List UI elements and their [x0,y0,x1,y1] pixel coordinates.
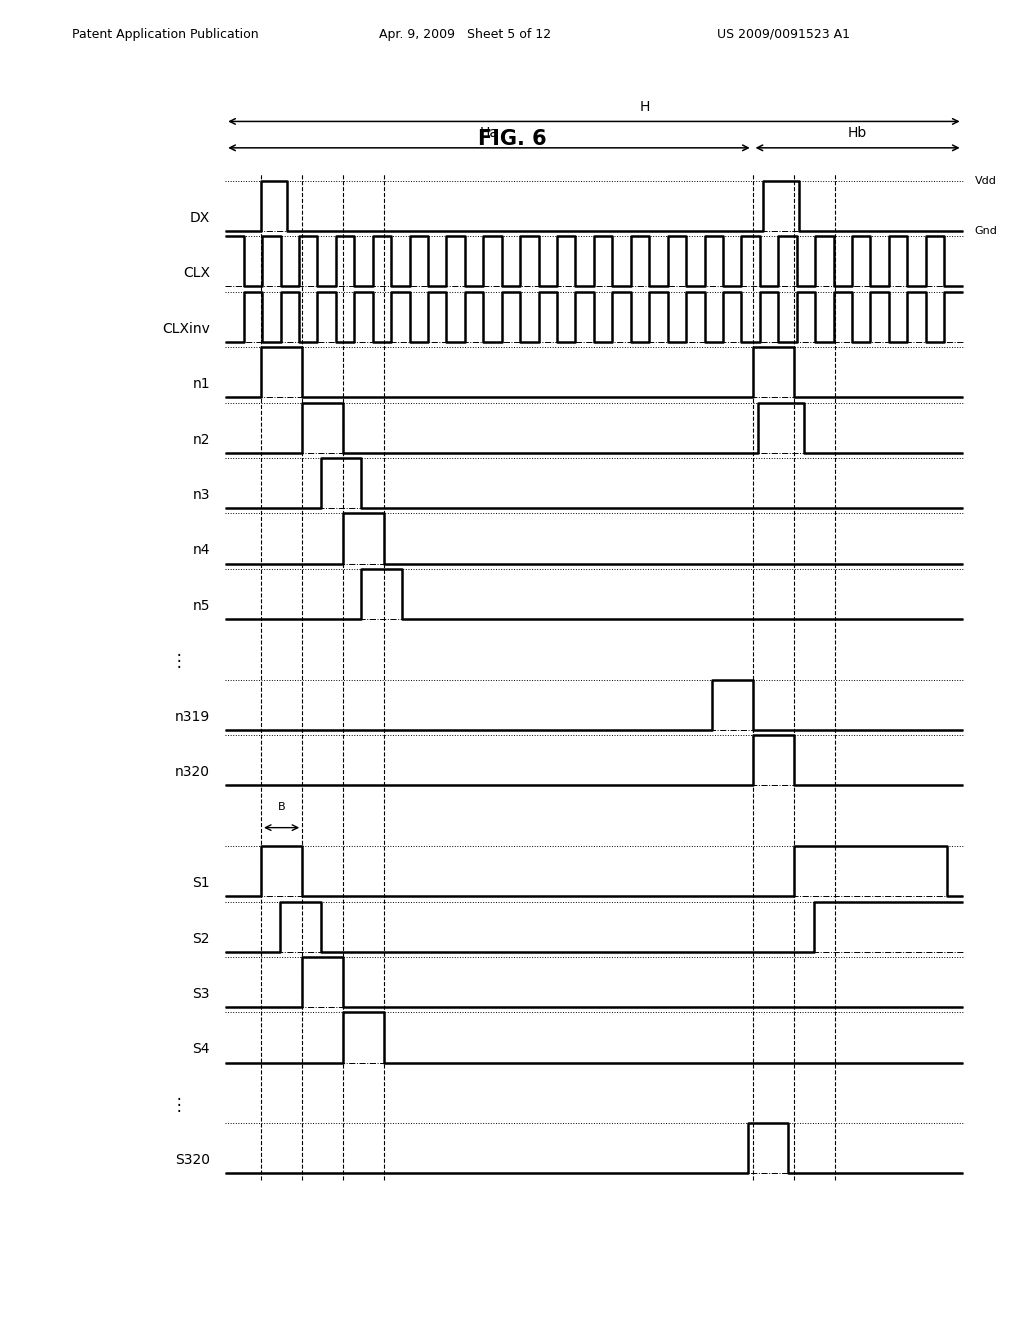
Text: Vdd: Vdd [975,176,996,186]
Text: n320: n320 [175,766,210,779]
Text: n2: n2 [193,433,210,446]
Text: S1: S1 [193,876,210,890]
Text: n319: n319 [175,710,210,723]
Text: CLX: CLX [183,267,210,280]
Text: n3: n3 [193,488,210,502]
Text: B: B [278,801,286,812]
Text: S2: S2 [193,932,210,945]
Text: Hb: Hb [848,125,867,140]
Text: ⋮: ⋮ [171,652,187,671]
Text: n1: n1 [193,378,210,391]
Text: n5: n5 [193,599,210,612]
Text: CLXinv: CLXinv [162,322,210,335]
Text: FIG. 6: FIG. 6 [477,128,547,149]
Text: Patent Application Publication: Patent Application Publication [72,28,258,41]
Text: ⋮: ⋮ [171,1096,187,1114]
Text: S3: S3 [193,987,210,1001]
Text: Apr. 9, 2009   Sheet 5 of 12: Apr. 9, 2009 Sheet 5 of 12 [379,28,551,41]
Text: H: H [640,99,650,114]
Text: US 2009/0091523 A1: US 2009/0091523 A1 [717,28,850,41]
Text: DX: DX [189,211,210,224]
Text: Gnd: Gnd [975,226,997,236]
Text: n4: n4 [193,544,210,557]
Text: Ha: Ha [479,125,499,140]
Text: S320: S320 [175,1154,210,1167]
Text: S4: S4 [193,1043,210,1056]
